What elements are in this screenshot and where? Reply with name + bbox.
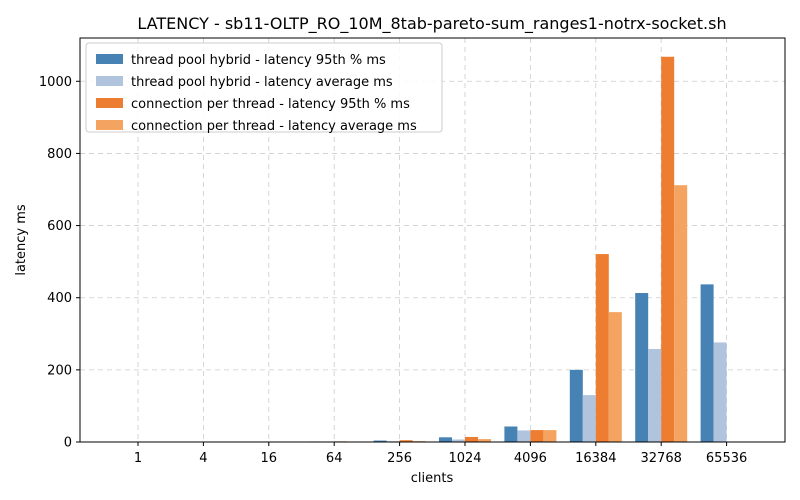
- x-tick-label: 64: [326, 451, 343, 466]
- y-tick-label: 600: [47, 219, 72, 234]
- x-axis: 1 4 16 64 256 1024 4096 16384 32768 65536: [134, 442, 747, 466]
- bar: [399, 440, 413, 442]
- x-tick-label: 4: [199, 451, 207, 466]
- x-tick-label: 1: [134, 451, 142, 466]
- x-axis-label: clients: [411, 471, 454, 486]
- bar: [582, 395, 596, 442]
- x-tick-label: 32768: [641, 451, 682, 466]
- legend-label: connection per thread - latency average …: [131, 119, 417, 134]
- legend-box: [85, 42, 443, 133]
- bar: [608, 312, 622, 442]
- bar: [478, 439, 491, 442]
- bar: [465, 436, 478, 442]
- bar: [569, 369, 583, 442]
- legend-label: thread pool hybrid - latency average ms: [131, 75, 393, 90]
- y-axis-label: latency ms: [14, 204, 29, 276]
- legend-label: connection per thread - latency 95th % m…: [131, 97, 410, 112]
- bars-layer: [112, 56, 727, 442]
- bar: [661, 56, 675, 442]
- bar: [504, 426, 518, 442]
- legend: thread pool hybrid - latency 95th % ms th…: [85, 42, 443, 134]
- bar: [530, 430, 544, 442]
- plot-frame: [79, 37, 786, 443]
- legend-swatch: [96, 54, 123, 64]
- bar: [648, 348, 662, 442]
- legend-swatch: [96, 76, 123, 86]
- y-tick-label: 0: [64, 436, 72, 451]
- bar: [543, 430, 557, 442]
- bar: [517, 430, 531, 442]
- legend-swatch: [96, 98, 123, 108]
- legend-label: thread pool hybrid - latency 95th % ms: [131, 53, 386, 68]
- x-tick-label: 65536: [706, 451, 747, 466]
- y-axis: 0 200 400 600 800 1000: [39, 75, 80, 451]
- legend-swatch: [96, 120, 123, 130]
- chart-title: LATENCY - sb11-OLTP_RO_10M_8tab-pareto-s…: [137, 14, 726, 34]
- bar: [635, 293, 649, 442]
- bar: [452, 439, 465, 442]
- y-tick-label: 400: [47, 291, 72, 306]
- bar: [674, 185, 688, 442]
- x-tick-label: 256: [387, 451, 412, 466]
- x-tick-label: 16384: [575, 451, 616, 466]
- y-tick-label: 1000: [39, 75, 72, 90]
- y-tick-label: 200: [47, 363, 72, 378]
- bar: [595, 254, 609, 442]
- bar: [373, 440, 387, 442]
- x-tick-label: 1024: [448, 451, 481, 466]
- bar: [713, 342, 727, 442]
- bar: [439, 437, 452, 442]
- bar: [700, 284, 714, 442]
- x-tick-label: 4096: [514, 451, 547, 466]
- y-tick-label: 800: [47, 147, 72, 162]
- x-tick-label: 16: [261, 451, 278, 466]
